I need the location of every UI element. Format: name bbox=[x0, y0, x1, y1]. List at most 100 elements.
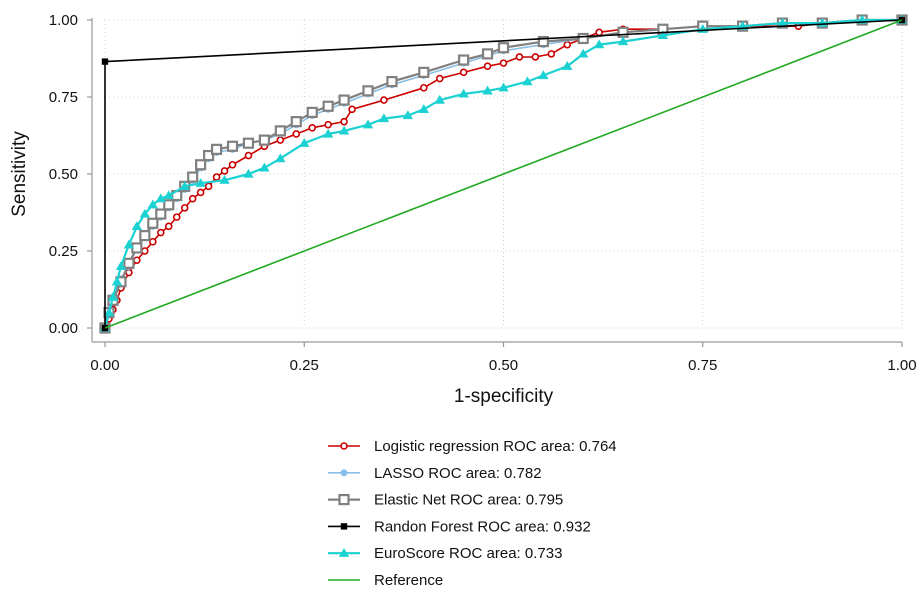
series-layer bbox=[99, 14, 908, 334]
legend-label: Logistic regression ROC area: 0.764 bbox=[374, 438, 617, 455]
data-point bbox=[386, 75, 398, 88]
data-point bbox=[435, 74, 444, 83]
data-point bbox=[133, 256, 141, 265]
data-point bbox=[458, 88, 469, 98]
data-point bbox=[156, 228, 165, 237]
data-point bbox=[212, 173, 221, 181]
data-point bbox=[515, 53, 524, 61]
data-point bbox=[537, 35, 549, 48]
legend-label: Randon Forest ROC area: 0.932 bbox=[374, 518, 591, 535]
data-point bbox=[149, 237, 157, 246]
y-axis-title: Sensitivity bbox=[9, 131, 30, 217]
data-point bbox=[210, 143, 223, 155]
x-axis-title: 1-specificity bbox=[454, 386, 554, 407]
data-point bbox=[163, 190, 174, 200]
data-point bbox=[244, 151, 253, 160]
data-point bbox=[299, 138, 310, 147]
legend-marker bbox=[340, 523, 348, 530]
data-point bbox=[306, 106, 318, 119]
legend-item: LASSO ROC area: 0.782 bbox=[328, 465, 542, 482]
data-point bbox=[123, 239, 135, 249]
legend-label: Elastic Net ROC area: 0.795 bbox=[374, 492, 563, 509]
x-tick-label: 0.00 bbox=[90, 357, 119, 374]
data-point bbox=[547, 50, 556, 58]
data-point bbox=[563, 40, 572, 49]
legend-label: EuroScore ROC area: 0.733 bbox=[374, 545, 562, 562]
data-point bbox=[418, 104, 429, 113]
data-point bbox=[219, 174, 230, 184]
legend-item: Elastic Net ROC area: 0.795 bbox=[328, 492, 563, 509]
data-point bbox=[139, 230, 151, 242]
data-point bbox=[617, 36, 629, 46]
data-point bbox=[101, 58, 109, 65]
data-point bbox=[380, 96, 388, 104]
series-5 bbox=[104, 19, 903, 329]
legend-label: Reference bbox=[374, 572, 443, 589]
data-point bbox=[578, 48, 589, 58]
data-point bbox=[195, 178, 206, 187]
x-tick-label: 0.25 bbox=[290, 357, 319, 374]
data-point bbox=[562, 61, 573, 70]
data-point bbox=[139, 208, 151, 218]
y-tick-label: 0.75 bbox=[49, 89, 78, 106]
data-point bbox=[187, 171, 199, 183]
y-tick-label: 1.00 bbox=[49, 12, 78, 29]
x-tick-label: 0.50 bbox=[489, 357, 518, 374]
series-line bbox=[104, 19, 903, 329]
data-point bbox=[308, 124, 317, 132]
legend-item: EuroScore ROC area: 0.733 bbox=[328, 545, 562, 562]
legend-label: LASSO ROC area: 0.782 bbox=[374, 465, 542, 482]
legend-item: Randon Forest ROC area: 0.932 bbox=[328, 518, 591, 535]
series-line bbox=[104, 19, 903, 329]
series-line bbox=[103, 18, 902, 329]
data-point bbox=[418, 66, 430, 78]
data-point bbox=[196, 188, 205, 197]
data-point bbox=[538, 70, 549, 80]
data-point bbox=[195, 159, 207, 171]
data-point bbox=[419, 83, 428, 92]
data-point bbox=[593, 39, 605, 49]
data-point bbox=[348, 105, 356, 114]
data-point bbox=[340, 117, 348, 126]
data-point bbox=[243, 168, 254, 178]
data-point bbox=[481, 48, 494, 60]
grid-lines bbox=[104, 19, 903, 329]
data-point bbox=[123, 257, 135, 269]
legend-marker bbox=[338, 494, 350, 506]
data-point bbox=[595, 28, 603, 37]
data-point bbox=[338, 125, 350, 135]
data-point bbox=[498, 82, 509, 92]
data-point bbox=[338, 94, 350, 106]
data-point bbox=[522, 76, 533, 86]
tick-labels: 0.00 0.25 0.50 0.75 1.00 0.00 0.25 0.50 0.75 1.00 bbox=[49, 12, 917, 374]
data-point bbox=[458, 54, 470, 66]
data-point bbox=[434, 94, 445, 104]
data-point bbox=[155, 193, 166, 203]
data-point bbox=[179, 181, 190, 190]
data-point bbox=[324, 120, 332, 129]
data-point bbox=[203, 149, 215, 162]
data-point bbox=[459, 68, 468, 77]
data-point bbox=[164, 222, 173, 231]
data-point bbox=[483, 62, 492, 70]
data-point bbox=[322, 128, 334, 138]
data-point bbox=[204, 182, 213, 191]
data-point bbox=[220, 167, 229, 175]
data-point bbox=[259, 162, 270, 172]
x-tick-label: 0.75 bbox=[688, 357, 717, 374]
legend-item: Logistic regression ROC area: 0.764 bbox=[328, 438, 617, 455]
data-point bbox=[292, 130, 301, 138]
data-point bbox=[276, 136, 285, 144]
data-point bbox=[274, 125, 286, 137]
data-point bbox=[362, 85, 374, 97]
legend-marker bbox=[340, 442, 348, 450]
data-point bbox=[147, 199, 158, 209]
data-point bbox=[103, 307, 115, 317]
data-point bbox=[242, 137, 255, 149]
data-point bbox=[657, 30, 669, 40]
data-point bbox=[777, 17, 788, 27]
data-point bbox=[115, 261, 127, 271]
data-point bbox=[228, 160, 237, 169]
data-point bbox=[163, 199, 175, 211]
